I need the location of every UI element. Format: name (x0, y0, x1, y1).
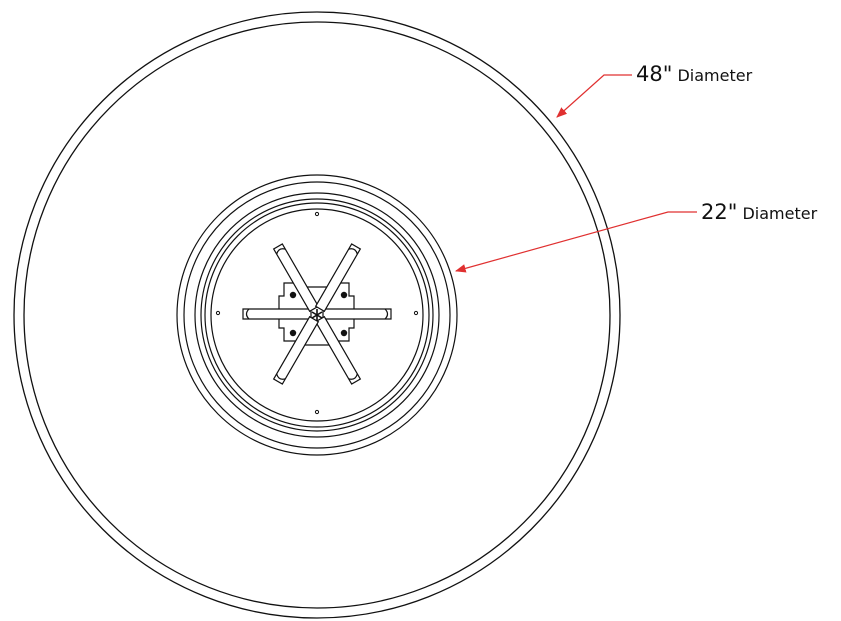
callout-22-label: Diameter (742, 204, 818, 223)
leader-48 (556, 74, 632, 118)
callout-48-size: 48" (636, 62, 673, 86)
hole-right (413, 310, 419, 316)
hole-left (215, 310, 221, 316)
leg-foot-cap-2 (245, 308, 250, 320)
leg-foot-cap-4 (276, 373, 286, 380)
base-ring-2 (183, 181, 451, 449)
callout-22-diameter: 22" Diameter (701, 200, 817, 224)
callout-48-label: Diameter (677, 66, 753, 85)
callout-48-diameter: 48" Diameter (636, 62, 752, 86)
leg-foot-cap-1 (384, 308, 389, 320)
hole-bottom (314, 409, 320, 415)
leader-22 (454, 211, 697, 273)
bolt-top-right (340, 291, 348, 299)
plate-holes (215, 211, 419, 415)
base-ring-5 (204, 202, 430, 428)
center-mark (311, 309, 323, 321)
spider-legs (242, 243, 392, 385)
callout-22-size: 22" (701, 200, 738, 224)
base-ring-6 (210, 208, 424, 422)
leader-lines (454, 74, 697, 273)
leg-foot-cap-6 (348, 248, 358, 255)
bolt-top-left (289, 291, 297, 299)
base-ring-1 (176, 174, 458, 456)
leg-foot-cap-5 (276, 248, 286, 255)
base-ring-3 (194, 192, 440, 438)
bolt-bottom-right (340, 329, 348, 337)
bolt-bottom-left (289, 329, 297, 337)
outer-edge-ring (13, 11, 621, 619)
spider-leg-2 (242, 308, 312, 320)
outer-top (13, 11, 621, 619)
inner-base (176, 174, 458, 456)
outer-inner-ring (23, 21, 611, 609)
hole-top (314, 211, 320, 217)
spider-leg-1 (322, 308, 392, 320)
spider-leg-6 (314, 243, 362, 313)
spider-leg-5 (272, 243, 320, 313)
leg-foot-cap-3 (348, 373, 358, 380)
spider-leg-4 (272, 315, 320, 385)
base-ring-4 (200, 198, 434, 432)
bolts (289, 291, 348, 337)
